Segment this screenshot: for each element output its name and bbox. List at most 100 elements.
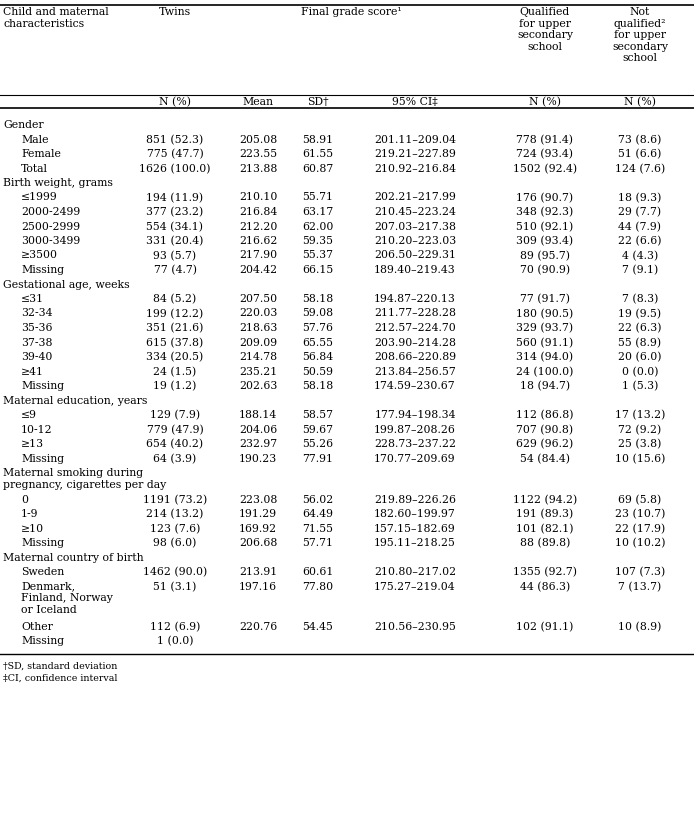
Text: 223.55: 223.55	[239, 149, 277, 159]
Text: 218.63: 218.63	[239, 323, 277, 333]
Text: 60.61: 60.61	[303, 567, 334, 577]
Text: 7 (13.7): 7 (13.7)	[618, 582, 661, 592]
Text: 51 (6.6): 51 (6.6)	[618, 149, 661, 159]
Text: 216.62: 216.62	[239, 236, 277, 246]
Text: 54 (84.4): 54 (84.4)	[520, 453, 570, 464]
Text: 707 (90.8): 707 (90.8)	[516, 424, 573, 435]
Text: 206.50–229.31: 206.50–229.31	[374, 251, 456, 261]
Text: 58.91: 58.91	[303, 134, 334, 144]
Text: Missing: Missing	[21, 381, 64, 391]
Text: Birth weight, grams: Birth weight, grams	[3, 178, 113, 188]
Text: 55.37: 55.37	[303, 251, 334, 261]
Text: 204.42: 204.42	[239, 265, 277, 275]
Text: 217.90: 217.90	[239, 251, 277, 261]
Text: 205.08: 205.08	[239, 134, 277, 144]
Text: Child and maternal
characteristics: Child and maternal characteristics	[3, 7, 109, 28]
Text: 214 (13.2): 214 (13.2)	[146, 509, 203, 520]
Text: Other: Other	[21, 622, 53, 632]
Text: 44 (7.9): 44 (7.9)	[618, 222, 661, 232]
Text: ≥41: ≥41	[21, 367, 44, 377]
Text: 77 (4.7): 77 (4.7)	[153, 265, 196, 276]
Text: 202.63: 202.63	[239, 381, 277, 391]
Text: 22 (17.9): 22 (17.9)	[615, 524, 665, 534]
Text: 10 (10.2): 10 (10.2)	[615, 538, 666, 549]
Text: 10 (15.6): 10 (15.6)	[615, 453, 665, 464]
Text: 629 (96.2): 629 (96.2)	[516, 439, 574, 449]
Text: 199.87–208.26: 199.87–208.26	[374, 424, 456, 434]
Text: 129 (7.9): 129 (7.9)	[150, 410, 200, 420]
Text: Total: Total	[21, 164, 48, 173]
Text: 213.91: 213.91	[239, 567, 277, 577]
Text: 182.60–199.97: 182.60–199.97	[374, 509, 456, 520]
Text: 180 (90.5): 180 (90.5)	[516, 309, 574, 319]
Text: 32-34: 32-34	[21, 309, 53, 319]
Text: Final grade score¹: Final grade score¹	[301, 7, 402, 17]
Text: N (%): N (%)	[529, 97, 561, 107]
Text: 71.55: 71.55	[303, 524, 334, 534]
Text: 195.11–218.25: 195.11–218.25	[374, 538, 456, 548]
Text: 51 (3.1): 51 (3.1)	[153, 582, 196, 592]
Text: 89 (95.7): 89 (95.7)	[520, 251, 570, 261]
Text: 124 (7.6): 124 (7.6)	[615, 164, 665, 173]
Text: 1 (0.0): 1 (0.0)	[157, 637, 193, 647]
Text: 210.45–223.24: 210.45–223.24	[374, 207, 456, 217]
Text: 188.14: 188.14	[239, 410, 277, 420]
Text: 2500-2999: 2500-2999	[21, 222, 80, 232]
Text: Female: Female	[21, 149, 61, 159]
Text: ‡CI, confidence interval: ‡CI, confidence interval	[3, 674, 117, 683]
Text: 7 (9.1): 7 (9.1)	[622, 265, 658, 276]
Text: 123 (7.6): 123 (7.6)	[150, 524, 200, 534]
Text: 213.84–256.57: 213.84–256.57	[374, 367, 456, 377]
Text: 59.08: 59.08	[303, 309, 334, 319]
Text: 50.59: 50.59	[303, 367, 334, 377]
Text: 201.11–209.04: 201.11–209.04	[374, 134, 456, 144]
Text: 55.26: 55.26	[303, 439, 334, 449]
Text: 851 (52.3): 851 (52.3)	[146, 134, 203, 144]
Text: 351 (21.6): 351 (21.6)	[146, 323, 203, 334]
Text: 202.21–217.99: 202.21–217.99	[374, 193, 456, 203]
Text: 3000-3499: 3000-3499	[21, 236, 81, 246]
Text: 77 (91.7): 77 (91.7)	[520, 294, 570, 305]
Text: 554 (34.1): 554 (34.1)	[146, 222, 203, 232]
Text: 60.87: 60.87	[303, 164, 334, 173]
Text: 219.89–226.26: 219.89–226.26	[374, 495, 456, 505]
Text: 55 (8.9): 55 (8.9)	[618, 338, 661, 348]
Text: 190.23: 190.23	[239, 453, 277, 463]
Text: 174.59–230.67: 174.59–230.67	[374, 381, 456, 391]
Text: 19 (1.2): 19 (1.2)	[153, 381, 196, 391]
Text: 107 (7.3): 107 (7.3)	[615, 567, 665, 578]
Text: 0 (0.0): 0 (0.0)	[622, 367, 658, 377]
Text: 157.15–182.69: 157.15–182.69	[374, 524, 456, 534]
Text: ≤1999: ≤1999	[21, 193, 58, 203]
Text: 197.16: 197.16	[239, 582, 277, 592]
Text: 1 (5.3): 1 (5.3)	[622, 381, 658, 391]
Text: 29 (7.7): 29 (7.7)	[618, 207, 661, 217]
Text: Missing: Missing	[21, 538, 64, 548]
Text: 1355 (92.7): 1355 (92.7)	[513, 567, 577, 578]
Text: 57.71: 57.71	[303, 538, 334, 548]
Text: 207.03–217.38: 207.03–217.38	[374, 222, 456, 232]
Text: Mean: Mean	[242, 97, 273, 107]
Text: 58.18: 58.18	[303, 381, 334, 391]
Text: 210.92–216.84: 210.92–216.84	[374, 164, 456, 173]
Text: 228.73–237.22: 228.73–237.22	[374, 439, 456, 449]
Text: 64 (3.9): 64 (3.9)	[153, 453, 196, 464]
Text: 615 (37.8): 615 (37.8)	[146, 338, 203, 348]
Text: 25 (3.8): 25 (3.8)	[618, 439, 661, 449]
Text: 7 (8.3): 7 (8.3)	[622, 294, 658, 305]
Text: 1462 (90.0): 1462 (90.0)	[143, 567, 207, 578]
Text: 35-36: 35-36	[21, 323, 53, 333]
Text: Maternal education, years: Maternal education, years	[3, 396, 147, 406]
Text: 1122 (94.2): 1122 (94.2)	[513, 495, 577, 505]
Text: 20 (6.0): 20 (6.0)	[618, 352, 662, 363]
Text: 209.09: 209.09	[239, 338, 277, 348]
Text: 22 (6.6): 22 (6.6)	[618, 236, 662, 247]
Text: 10-12: 10-12	[21, 424, 53, 434]
Text: 220.76: 220.76	[239, 622, 277, 632]
Text: 17 (13.2): 17 (13.2)	[615, 410, 665, 420]
Text: 204.06: 204.06	[239, 424, 277, 434]
Text: 207.50: 207.50	[239, 294, 277, 304]
Text: Qualified
for upper
secondary
school: Qualified for upper secondary school	[517, 7, 573, 51]
Text: 65.55: 65.55	[303, 338, 334, 348]
Text: ≥10: ≥10	[21, 524, 44, 534]
